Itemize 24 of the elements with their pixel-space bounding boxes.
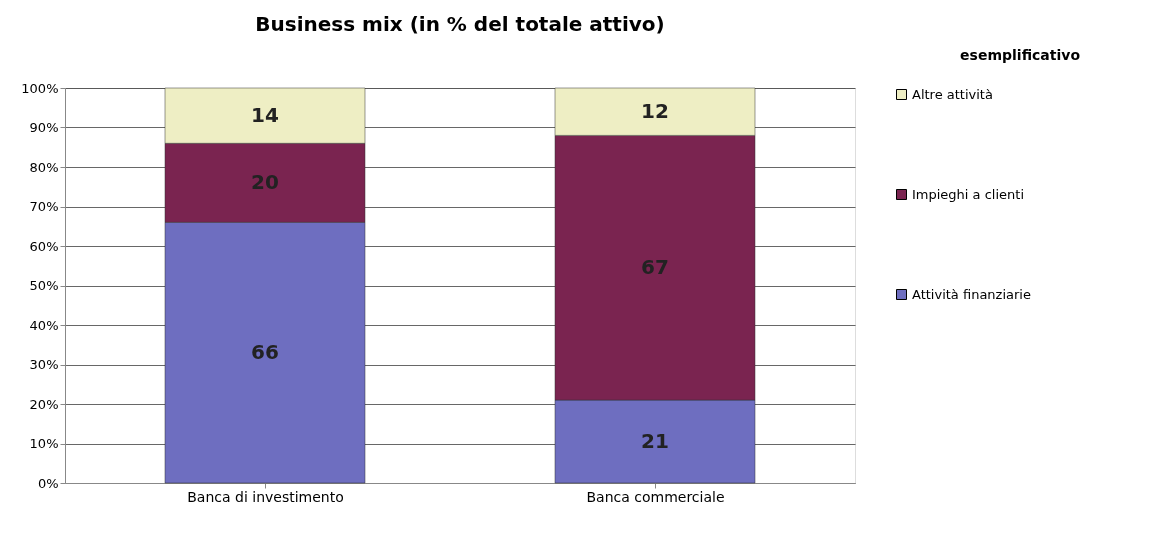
data-label: 12: [641, 98, 669, 123]
legend-label: Attività finanziarie: [912, 286, 1031, 302]
x-tick-label: Banca di investimento: [187, 488, 344, 505]
x-tick-label: Banca commerciale: [586, 488, 725, 505]
data-label: 14: [251, 102, 279, 127]
text: esemplificativo: [960, 47, 1081, 63]
legend-label: Impieghi a clienti: [912, 186, 1025, 202]
data-label: 21: [641, 428, 669, 453]
data-label: 20: [251, 169, 279, 194]
y-tick-label: 0%: [37, 475, 59, 491]
data-label: 66: [251, 339, 279, 364]
y-tick-label: 80%: [29, 159, 59, 175]
chart-title: Business mix (in % del totale attivo): [255, 12, 665, 36]
y-tick-label: 100%: [21, 80, 59, 96]
y-tick-label: 70%: [29, 199, 59, 214]
y-tick-label: 40%: [29, 317, 59, 333]
y-tick-label: 50%: [29, 278, 59, 293]
y-tick-label: 10%: [29, 436, 59, 451]
y-tick-label: 30%: [29, 357, 59, 372]
y-tick-label: 20%: [29, 396, 59, 412]
data-label: 67: [641, 254, 669, 279]
legend-label: Altre attività: [912, 86, 993, 102]
y-tick-label: 90%: [29, 120, 59, 135]
y-tick-label: 60%: [29, 238, 59, 254]
